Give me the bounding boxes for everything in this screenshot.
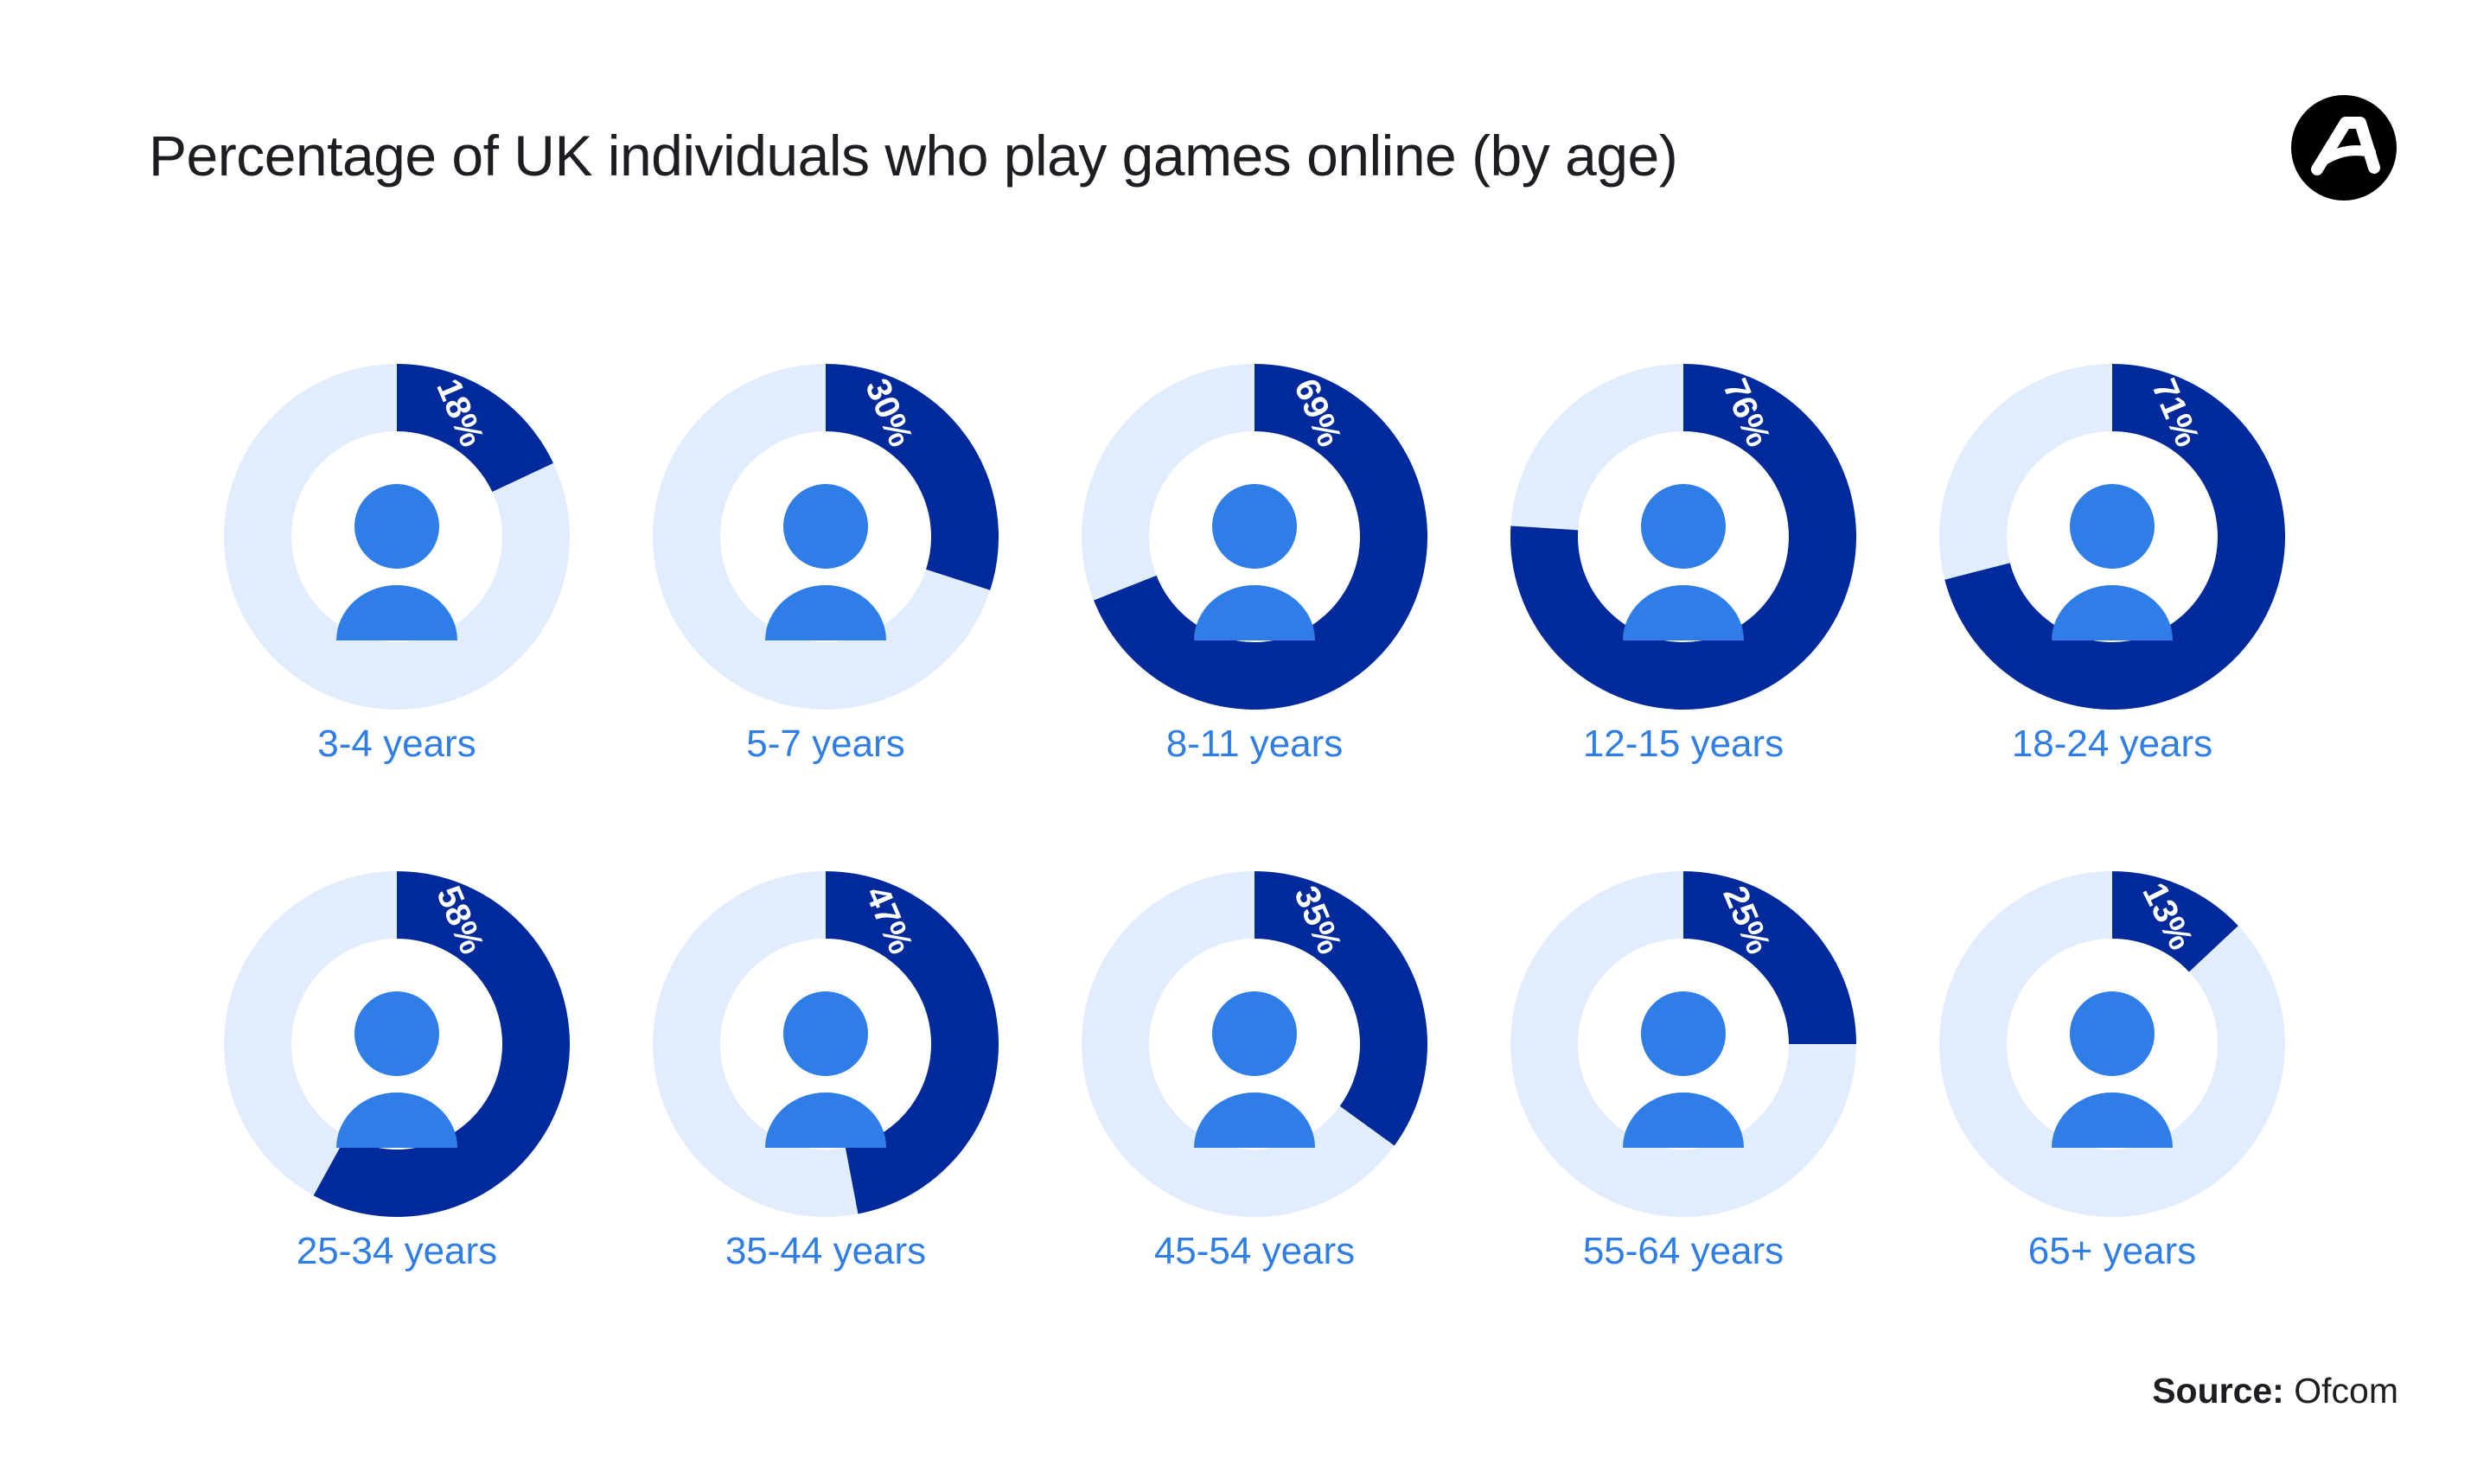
category-label: 25-34 years <box>297 1230 497 1272</box>
donut-segment <box>397 364 553 493</box>
person-icon <box>336 484 457 640</box>
category-label: 5-7 years <box>746 723 904 765</box>
source-label: Source: <box>2152 1371 2284 1411</box>
person-icon <box>765 484 886 640</box>
person-icon <box>336 991 457 1148</box>
donut-segment <box>313 871 570 1217</box>
donut-segment <box>826 871 999 1214</box>
category-label: 65+ years <box>2028 1230 2196 1272</box>
donut-18-24-years: 71%18-24 years <box>1939 364 2286 765</box>
donut-segment <box>1094 364 1427 710</box>
person-icon <box>1623 991 1744 1148</box>
donut-segment <box>2112 871 2238 972</box>
donut-segment <box>1944 364 2286 710</box>
donut-3-4-years: 18%3-4 years <box>224 364 570 765</box>
donut-segment <box>826 364 999 590</box>
brand-logo-icon <box>2291 95 2397 201</box>
donut-segment <box>1255 871 1427 1146</box>
category-label: 12-15 years <box>1583 723 1784 765</box>
source-value: Ofcom <box>2294 1371 2398 1411</box>
category-label: 45-54 years <box>1154 1230 1355 1272</box>
category-label: 55-64 years <box>1583 1230 1784 1272</box>
donut-segment <box>1683 871 1856 1044</box>
person-icon <box>1623 484 1744 640</box>
person-icon <box>1194 991 1315 1148</box>
donut-12-15-years: 76%12-15 years <box>1510 364 1856 765</box>
category-label: 8-11 years <box>1166 723 1344 765</box>
person-icon <box>765 991 886 1148</box>
donut-55-64-years: 25%55-64 years <box>1510 871 1856 1272</box>
donut-65plus-years: 13%65+ years <box>1939 871 2285 1272</box>
person-icon <box>1194 484 1315 640</box>
donut-5-7-years: 30%5-7 years <box>653 364 999 765</box>
donut-35-44-years: 47%35-44 years <box>653 871 999 1272</box>
person-icon <box>2052 484 2173 640</box>
donut-segment <box>1510 364 1856 710</box>
donut-25-34-years: 58%25-34 years <box>224 871 570 1272</box>
category-label: 18-24 years <box>2012 723 2212 765</box>
category-label: 3-4 years <box>317 723 476 765</box>
source-note: Source: Ofcom <box>2152 1371 2398 1411</box>
donut-8-11-years: 69%8-11 years <box>1082 364 1427 765</box>
category-label: 35-44 years <box>725 1230 926 1272</box>
chart-title: Percentage of UK individuals who play ga… <box>149 124 1678 188</box>
donut-45-54-years: 35%45-54 years <box>1082 871 1427 1272</box>
person-icon <box>2052 991 2173 1148</box>
